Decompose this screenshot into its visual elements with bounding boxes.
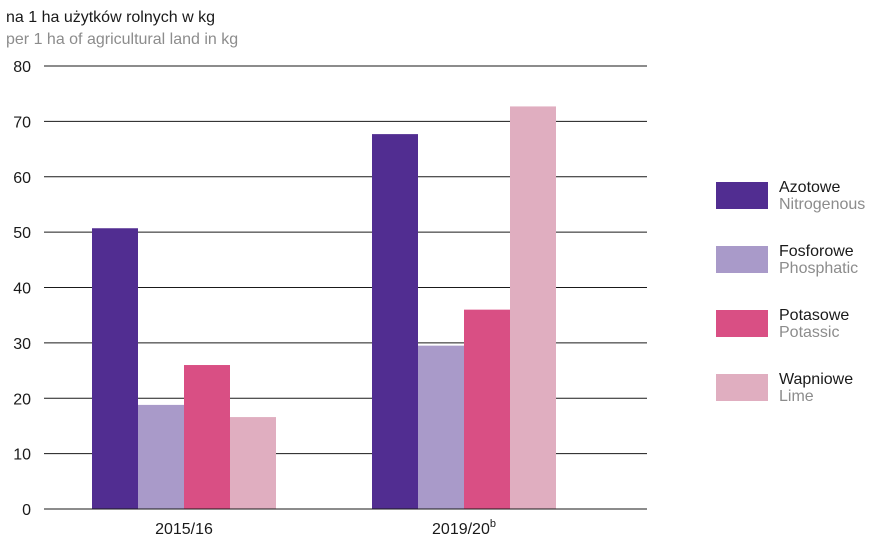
- bar: [138, 404, 184, 509]
- bar: [418, 345, 464, 509]
- x-axis-categories: 2015/16 2019/20b: [155, 518, 496, 536]
- legend-label-pl: Potasowe: [779, 307, 849, 324]
- y-tick-label: 40: [13, 281, 31, 298]
- chart-title-pl: na 1 ha użytków rolnych w kg: [6, 9, 215, 26]
- legend-label-en: Potassic: [779, 324, 839, 341]
- bar: [184, 365, 230, 509]
- y-tick-label: 80: [13, 59, 31, 76]
- legend-swatch: [716, 182, 768, 209]
- y-tick-label: 50: [13, 225, 31, 242]
- y-tick-label: 30: [13, 336, 31, 353]
- y-tick-label: 10: [13, 447, 31, 464]
- bar: [372, 134, 418, 509]
- bar: [230, 417, 276, 509]
- bar: [510, 106, 556, 509]
- legend-label-pl: Wapniowe: [779, 371, 853, 388]
- chart-title-en: per 1 ha of agricultural land in kg: [6, 31, 238, 48]
- y-tick-label: 60: [13, 170, 31, 187]
- legend-label-en: Phosphatic: [779, 260, 858, 277]
- bar: [92, 228, 138, 509]
- x-category-label: 2015/16: [155, 521, 213, 536]
- bar: [464, 309, 510, 509]
- legend-label-en: Nitrogenous: [779, 196, 865, 213]
- y-axis-ticks: 0 10 20 30 40 50 60 70 80: [13, 59, 31, 519]
- x-category-label: 2019/20b: [432, 518, 496, 536]
- y-tick-label: 70: [13, 114, 31, 131]
- legend-swatch: [716, 310, 768, 337]
- legend-label-pl: Fosforowe: [779, 243, 854, 260]
- footnote-marker: b: [490, 518, 496, 530]
- gridlines: [44, 65, 647, 455]
- bars: [92, 106, 556, 509]
- legend-swatch: [716, 246, 768, 273]
- legend-label-en: Lime: [779, 388, 814, 405]
- y-tick-label: 0: [22, 502, 31, 519]
- y-tick-label: 20: [13, 391, 31, 408]
- legend-swatch: [716, 374, 768, 401]
- legend-label-pl: Azotowe: [779, 179, 840, 196]
